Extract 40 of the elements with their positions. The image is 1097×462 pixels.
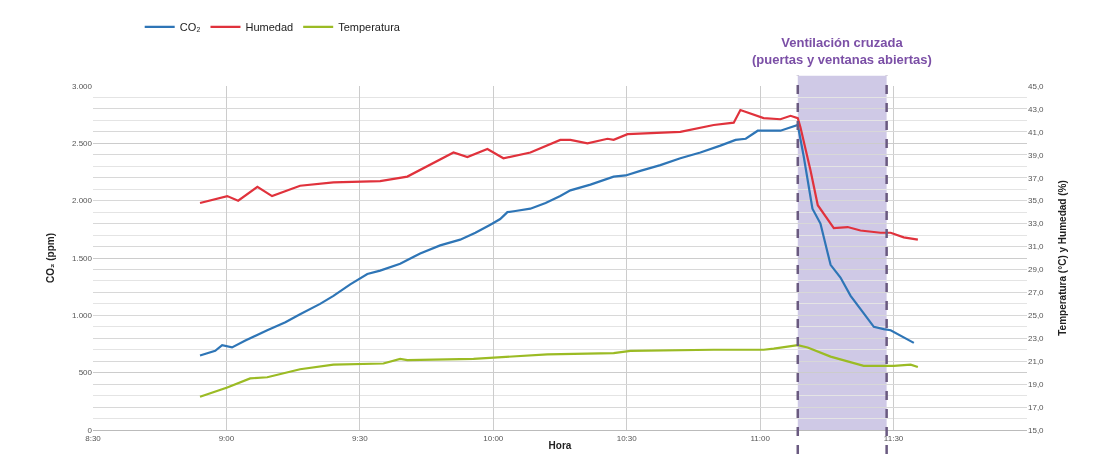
y2-tick-label: 39,0 <box>1028 150 1045 160</box>
y2-tick-label: 15,0 <box>1028 425 1045 435</box>
y-tick-label: 2.000 <box>71 196 93 206</box>
y2-tick-label: 37,0 <box>1028 173 1045 183</box>
y2-axis-title: Temperatura (°C) y Humedad (%) <box>1056 180 1068 336</box>
y-tick-label: 0 <box>87 425 93 435</box>
x-axis-title: Hora <box>548 440 572 452</box>
y2-tick-label: 27,0 <box>1028 288 1045 298</box>
line-series <box>198 108 919 241</box>
legend-label: CO₂ <box>179 21 201 34</box>
y-tick-label: 1.500 <box>71 253 93 263</box>
y2-tick-label: 21,0 <box>1028 357 1045 366</box>
y2-tick-label: 43,0 <box>1028 104 1045 114</box>
y-axis-title: CO₂ (ppm) <box>44 233 56 283</box>
y2-tick-label: 31,0 <box>1028 242 1045 252</box>
y-tick-label: 2.500 <box>71 139 93 149</box>
y2-tick-label: 33,0 <box>1028 219 1045 229</box>
x-tick-label: 9:00 <box>218 433 235 443</box>
y2-tick-label: 41,0 <box>1028 127 1045 137</box>
y2-tick-label: 29,0 <box>1028 265 1045 275</box>
legend-label: Temperatura <box>338 21 401 34</box>
y2-tick-label: 35,0 <box>1028 196 1045 206</box>
y-tick-label: 3.000 <box>71 81 93 91</box>
y-tick-label: 500 <box>78 368 93 378</box>
x-tick-label: 10:30 <box>616 433 638 443</box>
y2-tick-label: 19,0 <box>1028 379 1045 389</box>
x-tick-label: 8:30 <box>85 433 102 443</box>
line-series <box>198 344 919 398</box>
x-tick-label: 9:30 <box>352 433 369 443</box>
y2-tick-label: 45,0 <box>1028 81 1045 91</box>
x-tick-label: 11:30 <box>883 433 904 443</box>
legend-label: Humedad <box>245 21 294 34</box>
line-series <box>198 123 915 357</box>
x-tick-label: 10:00 <box>483 433 504 443</box>
y2-tick-label: 25,0 <box>1028 311 1045 321</box>
y2-tick-label: 23,0 <box>1028 334 1045 344</box>
y-tick-label: 1.000 <box>71 311 93 321</box>
band-label: Ventilación cruzada (puertas y ventanas abiertas) <box>752 35 932 67</box>
x-tick-label: 11:00 <box>750 433 771 443</box>
y2-tick-label: 17,0 <box>1028 402 1045 412</box>
